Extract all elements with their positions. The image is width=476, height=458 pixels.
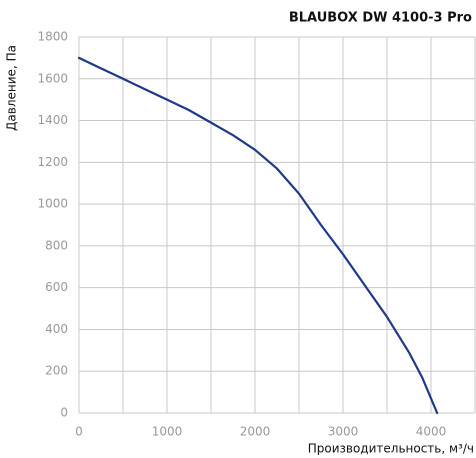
y-tick-label: 0: [60, 406, 68, 420]
x-tick-label: 0: [75, 425, 83, 439]
y-tick-label: 800: [45, 238, 68, 252]
y-tick-label: 400: [45, 322, 68, 336]
y-tick-label: 1200: [37, 155, 68, 169]
y-tick-label: 1600: [37, 71, 68, 85]
x-tick-label: 3000: [328, 425, 359, 439]
chart-title: BLAUBOX DW 4100-3 Pro: [289, 11, 472, 26]
x-tick-label: 1000: [152, 425, 183, 439]
y-tick-label: 1800: [37, 30, 68, 44]
y-axis-label: Давление, Па: [5, 45, 19, 131]
y-tick-label: 1000: [37, 197, 68, 211]
data-line: [77, 56, 439, 415]
x-axis-label: Производительность, м³/ч: [308, 442, 474, 456]
y-tick-label: 600: [45, 280, 68, 294]
y-tick-label: 1400: [37, 113, 68, 127]
y-tick-label: 200: [45, 364, 68, 378]
x-tick-label: 4000: [416, 425, 447, 439]
x-tick-label: 2000: [240, 425, 271, 439]
